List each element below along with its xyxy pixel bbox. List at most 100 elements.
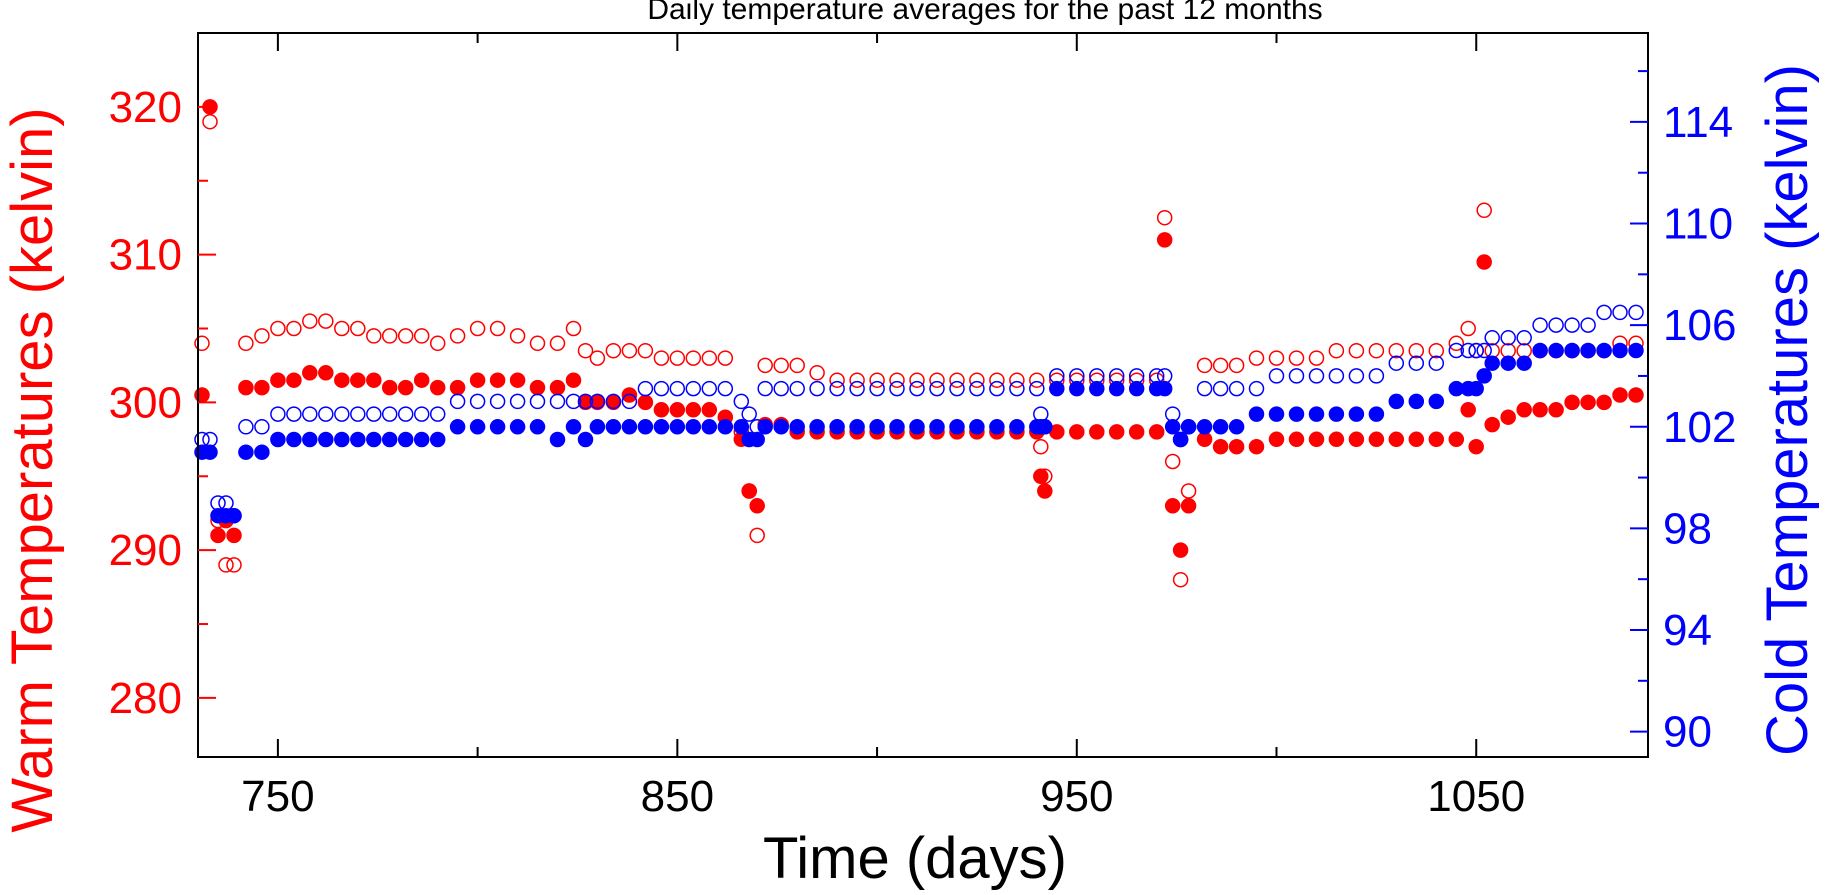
- cold-filled-point: [577, 431, 594, 448]
- warm-open-point: [1268, 350, 1285, 366]
- cold-filled-point: [757, 419, 773, 435]
- warm-filled-point: [1037, 483, 1053, 499]
- x-axis-label: Time (days): [763, 826, 1067, 891]
- warm-filled-point: [685, 402, 702, 418]
- warm-open-point: [1196, 357, 1213, 374]
- cold-open-point: [1348, 368, 1365, 384]
- warm-open-point: [202, 113, 218, 130]
- warm-open-point: [1408, 342, 1425, 359]
- cold-filled-point: [1612, 342, 1628, 359]
- cold-open-point: [1460, 342, 1476, 359]
- warm-filled-point: [1172, 542, 1189, 558]
- warm-filled-point: [429, 379, 446, 396]
- cold-filled-point: [302, 431, 318, 448]
- cold-filled-point: [733, 419, 750, 435]
- cold-filled-point: [989, 419, 1005, 435]
- warm-open-point: [1009, 372, 1025, 388]
- warm-open-point: [1029, 372, 1045, 388]
- cold-filled-point: [1328, 406, 1345, 422]
- cold-filled-point: [1049, 380, 1065, 397]
- warm-filled-point: [286, 372, 302, 388]
- cold-filled-point: [1308, 406, 1325, 422]
- warm-filled-point: [1156, 232, 1173, 248]
- warm-open-point: [1164, 453, 1181, 470]
- cold-open-point: [397, 406, 414, 422]
- cold-filled-point: [1108, 380, 1125, 397]
- cold-open-point: [1448, 342, 1465, 359]
- cold-filled-point: [1196, 419, 1213, 435]
- cold-open-point: [218, 495, 234, 511]
- cold-filled-point: [701, 419, 718, 435]
- y-left-tick-label: 290: [109, 526, 182, 575]
- cold-filled-point: [286, 431, 302, 448]
- cold-filled-point: [1468, 380, 1484, 397]
- warm-filled-point: [669, 402, 686, 418]
- cold-filled-point: [773, 419, 789, 435]
- cold-open-point: [366, 406, 382, 422]
- warm-open-point: [1033, 438, 1049, 455]
- warm-open-point: [621, 342, 638, 359]
- warm-open-point: [589, 350, 606, 366]
- cold-open-point: [1156, 368, 1173, 384]
- cold-open-point: [1308, 368, 1325, 384]
- cold-open-point: [1248, 380, 1265, 397]
- warm-filled-point: [1564, 394, 1580, 411]
- cold-open-point: [1516, 330, 1532, 346]
- warm-filled-point: [1484, 416, 1500, 433]
- chart-title: Daily temperature averages for the past …: [647, 0, 1322, 26]
- warm-filled-point: [226, 527, 242, 544]
- cold-filled-point: [489, 419, 506, 435]
- cold-open-point: [1009, 380, 1025, 397]
- cold-filled-point: [397, 431, 414, 448]
- warm-open-point: [1308, 350, 1325, 366]
- cold-filled-point: [529, 419, 546, 435]
- warm-filled-point: [1612, 387, 1628, 403]
- cold-filled-point: [469, 419, 486, 435]
- warm-open-point: [1428, 342, 1445, 359]
- warm-open-point: [397, 328, 414, 344]
- cold-open-point: [565, 393, 582, 410]
- cold-open-point: [1033, 406, 1049, 422]
- y-right-tick-label: 98: [1663, 504, 1712, 553]
- warm-filled-point: [1448, 431, 1465, 448]
- warm-open-point: [1172, 571, 1189, 588]
- cold-open-point: [889, 380, 905, 397]
- warm-filled-point: [1468, 438, 1484, 455]
- cold-open-point: [849, 380, 865, 397]
- cold-open-point: [589, 393, 606, 410]
- plot-frame: [197, 32, 1649, 758]
- cold-open-point: [302, 406, 318, 422]
- plot-marks: [194, 99, 1644, 588]
- cold-open-point: [1532, 317, 1548, 333]
- cold-filled-point: [1596, 342, 1612, 359]
- warm-open-point: [318, 313, 334, 329]
- warm-open-point: [605, 342, 622, 359]
- warm-open-point: [1448, 335, 1465, 352]
- x-tick-label: 750: [241, 772, 314, 821]
- warm-filled-point: [270, 372, 286, 388]
- cold-open-point: [1328, 368, 1345, 384]
- cold-filled-point: [1172, 431, 1189, 448]
- cold-filled-point: [318, 431, 334, 448]
- cold-open-point: [1548, 317, 1564, 333]
- cold-open-point: [1428, 355, 1445, 371]
- warm-open-point: [509, 328, 526, 344]
- cold-filled-point: [1288, 406, 1305, 422]
- cold-filled-point: [226, 507, 242, 524]
- cold-open-point: [286, 406, 302, 422]
- cold-open-point: [202, 431, 218, 448]
- warm-filled-point: [1089, 424, 1105, 440]
- cold-filled-point: [1532, 342, 1548, 359]
- cold-open-point: [334, 406, 350, 422]
- warm-open-point: [717, 350, 734, 366]
- warm-filled-point: [1228, 438, 1245, 455]
- warm-open-point: [889, 372, 905, 388]
- warm-filled-point: [701, 402, 718, 418]
- y-right-tick-label: 102: [1663, 403, 1736, 452]
- warm-open-point: [969, 372, 985, 388]
- warm-filled-point: [1428, 431, 1445, 448]
- cold-filled-point: [381, 431, 398, 448]
- warm-open-point: [789, 357, 805, 374]
- cold-filled-point: [1628, 342, 1644, 359]
- cold-open-point: [318, 406, 334, 422]
